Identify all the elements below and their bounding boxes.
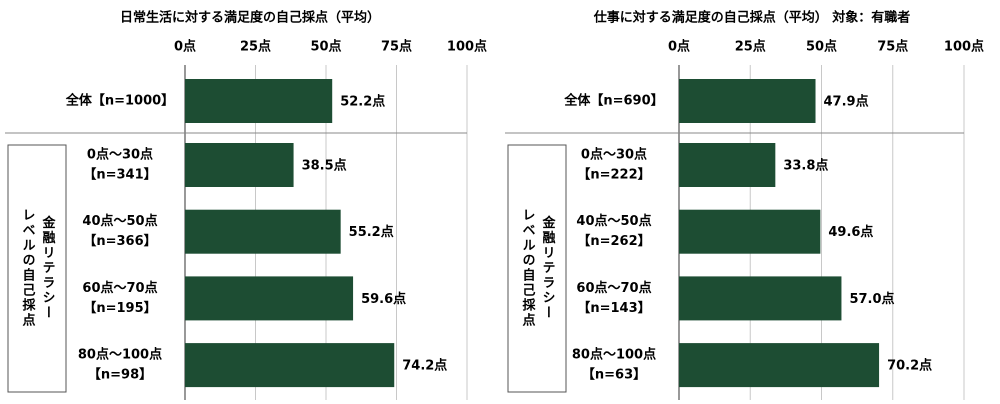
bar — [679, 209, 821, 254]
x-tick-label: 75点 — [381, 39, 412, 55]
category-label: 全体【n=1000】 — [65, 93, 174, 109]
category-label: 80点～100点 — [572, 347, 656, 363]
chart-title: 仕事に対する満足度の自己採点（平均） 対象：有職者 — [593, 10, 911, 26]
bar — [185, 209, 341, 254]
value-label: 52.2点 — [340, 94, 385, 110]
category-label: 【n=195】 — [83, 300, 156, 316]
group-label: 金融リテラシー — [40, 215, 57, 321]
bar — [185, 143, 294, 187]
bar — [185, 79, 333, 123]
x-tick-label: 0点 — [668, 39, 690, 55]
category-label: 【n=222】 — [577, 167, 650, 183]
bar — [679, 143, 776, 187]
bar — [679, 276, 842, 321]
value-label: 47.9点 — [824, 94, 869, 110]
chart-title: 日常生活に対する満足度の自己採点（平均） — [120, 10, 380, 26]
x-tick-label: 0点 — [174, 39, 196, 55]
x-tick-label: 50点 — [310, 39, 341, 55]
x-tick-label: 100点 — [447, 39, 487, 55]
value-label: 74.2点 — [402, 358, 447, 374]
category-label: 全体【n=690】 — [563, 93, 663, 109]
group-label: 金融リテラシー — [540, 215, 557, 321]
x-tick-label: 100点 — [944, 39, 984, 55]
x-tick-label: 50点 — [806, 39, 837, 55]
category-label: 【n=341】 — [83, 167, 156, 183]
category-label: 0点～30点 — [87, 147, 153, 163]
category-label: 【n=262】 — [577, 233, 650, 249]
category-label: 【n=366】 — [83, 233, 156, 249]
category-label: 【n=63】 — [582, 367, 646, 383]
category-label: 40点～50点 — [576, 213, 651, 229]
category-label: 0点～30点 — [581, 147, 647, 163]
category-label: 40点～50点 — [82, 213, 157, 229]
category-label: 【n=143】 — [577, 300, 650, 316]
category-label: 60点～70点 — [576, 280, 651, 296]
bar — [185, 343, 395, 388]
value-label: 38.5点 — [302, 158, 347, 174]
value-label: 57.0点 — [849, 291, 894, 307]
group-label: レベルの自己採点 — [20, 208, 36, 328]
x-tick-label: 75点 — [877, 39, 908, 55]
category-label: 80点～100点 — [78, 347, 162, 363]
value-label: 59.6点 — [361, 291, 406, 307]
bar — [679, 79, 816, 123]
x-tick-label: 25点 — [240, 39, 271, 55]
bar — [679, 343, 880, 388]
category-label: 【n=98】 — [88, 367, 152, 383]
group-box — [507, 144, 567, 393]
value-label: 49.6点 — [828, 224, 873, 240]
x-tick-label: 25点 — [735, 39, 766, 55]
value-label: 70.2点 — [887, 358, 932, 374]
bar — [185, 276, 354, 321]
category-label: 60点～70点 — [82, 280, 157, 296]
value-label: 33.8点 — [783, 158, 828, 174]
value-label: 55.2点 — [349, 224, 394, 240]
group-label: レベルの自己採点 — [520, 208, 536, 328]
group-box — [7, 144, 67, 393]
